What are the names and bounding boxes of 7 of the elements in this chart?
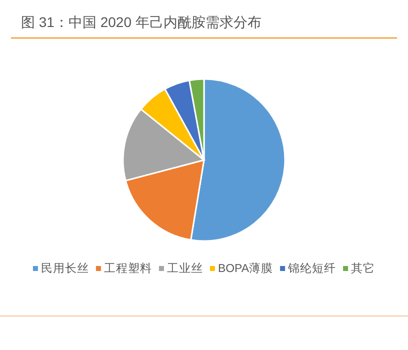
- legend-label: BOPA薄膜: [218, 262, 274, 275]
- legend-label: 锦纶短纤: [287, 262, 336, 275]
- legend-label: 工业丝: [166, 262, 203, 275]
- legend-label: 工程塑料: [104, 261, 152, 275]
- legend-label: 民用长丝: [40, 262, 89, 275]
- chart-title: 图 31：中国 2020 年己内酰胺需求分布: [21, 14, 262, 30]
- legend-label: 其它: [351, 261, 376, 275]
